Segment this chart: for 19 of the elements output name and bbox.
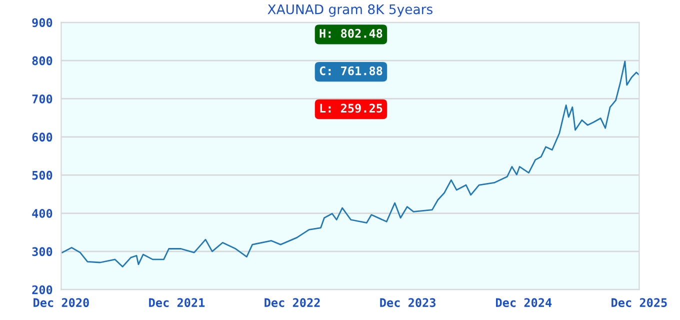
x-tick-label: Dec 2021 [149,298,205,308]
y-tick-label: 500 [32,170,52,180]
chart-title: XAUNAD gram 8K 5years [268,4,432,17]
y-tick-label: 300 [32,247,52,256]
x-tick-label: Dec 2022 [264,298,320,308]
x-tick-label: Dec 2020 [34,298,89,308]
y-tick-label: 700 [32,94,52,104]
annotation: L: 259.25 [320,104,382,113]
y-tick-label: 200 [32,285,52,294]
y-tick-label: 900 [32,18,52,28]
line-series [61,60,640,268]
annotation: H: 802.48 [320,28,382,38]
x-tick-label: Dec 2025 [612,298,667,308]
annotation: C: 761.88 [320,66,382,76]
x-tick-label: Dec 2023 [380,298,436,308]
y-tick-label: 600 [32,132,52,142]
y-tick-label: 400 [32,208,52,218]
x-tick-label: Dec 2024 [496,298,552,308]
y-tick-label: 800 [32,56,52,66]
